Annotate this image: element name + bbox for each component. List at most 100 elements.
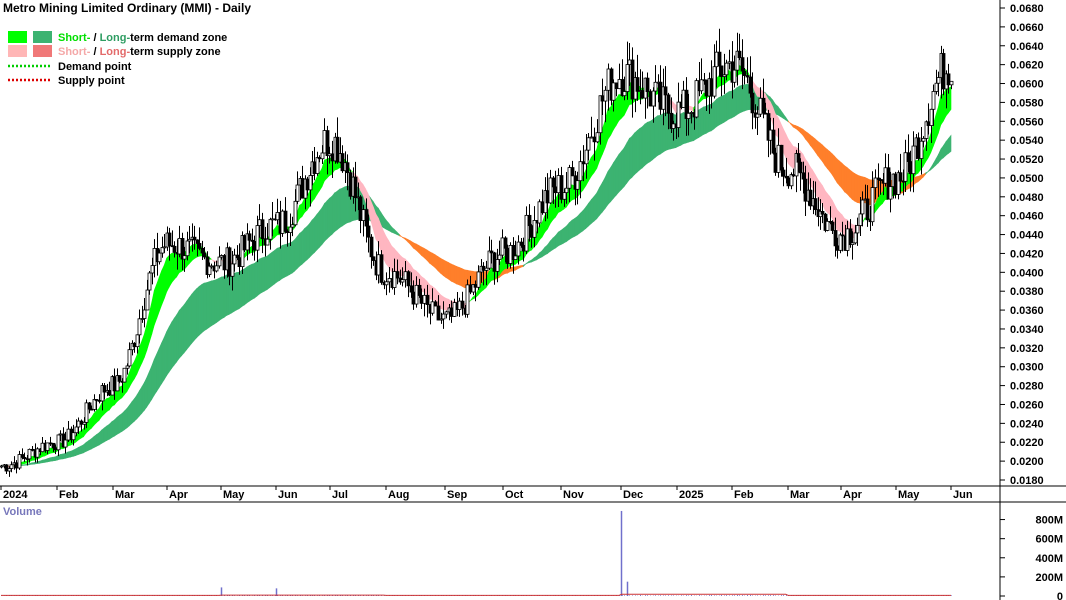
candle-body xyxy=(761,97,766,114)
candle-body xyxy=(145,289,150,311)
long-term-zone-supply-segment xyxy=(915,176,919,184)
candle-body xyxy=(653,81,658,92)
short-term-zone-supply-segment xyxy=(440,294,444,311)
candle-body xyxy=(247,233,252,241)
candle-body xyxy=(497,254,502,260)
long-term-zone-supply-segment xyxy=(834,155,838,184)
candle-body xyxy=(694,80,699,118)
long-term-zone-demand-segment xyxy=(168,321,172,373)
candle-body xyxy=(112,376,117,392)
candle-body xyxy=(791,174,796,177)
date-tick-label: Oct xyxy=(505,489,524,501)
long-term-zone-supply-segment xyxy=(841,162,845,193)
candle-body xyxy=(699,79,704,92)
price-tick-label: 0.0400 xyxy=(1010,267,1044,279)
short-term-zone-supply-segment xyxy=(827,192,831,216)
candle-body xyxy=(63,439,68,448)
candle-body xyxy=(916,137,921,159)
candle-body xyxy=(625,64,630,92)
legend-term-short-supply: Short- xyxy=(58,46,91,58)
candle-body xyxy=(622,91,627,97)
long-term-zone-supply-segment xyxy=(461,268,465,289)
long-term-zone-demand-segment xyxy=(610,161,614,203)
candle-body xyxy=(414,284,419,305)
price-tick-label: 0.0320 xyxy=(1010,343,1044,355)
long-term-zone-demand-segment xyxy=(238,269,243,310)
candle-body xyxy=(551,177,556,188)
legend: Short- / Long-term demand zone Short- / … xyxy=(8,31,227,87)
long-term-zone-demand-segment xyxy=(301,227,305,265)
long-term-zone-demand-segment xyxy=(54,455,59,462)
long-term-zone-demand-segment xyxy=(148,365,153,405)
price-tick-label: 0.0620 xyxy=(1010,60,1044,72)
candle-body xyxy=(742,70,747,76)
long-term-zone-demand-segment xyxy=(563,225,567,244)
candle-body xyxy=(197,243,202,249)
candle-body xyxy=(709,78,714,97)
date-tick-label: Mar xyxy=(790,489,810,501)
long-term-zone-demand-segment xyxy=(665,112,669,152)
volume-average-line xyxy=(1,593,951,596)
long-term-zone-demand-segment xyxy=(211,279,215,327)
date-tick-label: Mar xyxy=(115,489,135,501)
candle-body xyxy=(516,241,521,257)
long-term-zone-demand-segment xyxy=(289,241,293,276)
long-term-zone-supply-segment xyxy=(846,166,850,198)
candle-body xyxy=(58,433,63,436)
candle-body xyxy=(403,271,408,281)
long-term-zone-demand-segment xyxy=(948,134,952,154)
candle-body xyxy=(305,178,310,191)
short-term-zone-supply-segment xyxy=(385,235,390,269)
short-term-zone-demand-segment xyxy=(621,93,625,119)
candle-body xyxy=(84,402,89,423)
long-term-zone-demand-segment xyxy=(304,225,308,263)
candle-body xyxy=(584,149,589,165)
candle-body xyxy=(589,136,594,139)
legend-item-demand-point: Demand point xyxy=(8,61,132,73)
candle-body xyxy=(567,167,572,189)
long-term-zone-demand-segment xyxy=(566,222,570,243)
candle-body xyxy=(848,228,853,245)
candle-body xyxy=(570,167,575,177)
candle-body xyxy=(941,53,946,90)
long-term-zone-demand-segment xyxy=(626,137,630,184)
short-term-zone-demand-segment xyxy=(324,158,328,182)
long-term-zone-demand-segment xyxy=(629,135,633,181)
long-term-zone-demand-segment xyxy=(213,279,217,325)
legend-swatch-short-supply xyxy=(8,45,27,57)
candle-body xyxy=(406,271,411,287)
candle-body xyxy=(384,281,389,286)
candle-body xyxy=(789,174,794,187)
long-term-zone-supply-segment xyxy=(829,150,833,176)
candle-body xyxy=(763,112,768,115)
short-term-zone-demand-segment xyxy=(103,397,108,415)
price-tick-label: 0.0600 xyxy=(1010,79,1044,91)
candle-body xyxy=(315,157,320,174)
long-term-zone-demand-segment xyxy=(647,121,651,164)
long-term-zone-demand-segment xyxy=(698,107,702,139)
long-term-zone-supply-segment xyxy=(442,259,447,279)
candle-body xyxy=(686,112,691,119)
long-term-zone-demand-segment xyxy=(344,185,348,225)
long-term-zone-demand-segment xyxy=(141,381,145,415)
candle-body xyxy=(422,294,427,304)
candle-body xyxy=(364,209,369,227)
short-term-zone-demand-segment xyxy=(316,171,320,196)
date-tick-label: Apr xyxy=(169,489,189,501)
candle-body xyxy=(732,69,737,83)
candle-body xyxy=(207,265,212,275)
long-term-zone-demand-segment xyxy=(161,337,165,385)
candle-body xyxy=(187,238,192,242)
long-term-zone-demand-segment xyxy=(296,232,300,270)
candle-body xyxy=(22,457,27,459)
candle-body xyxy=(71,432,76,441)
price-tick-label: 0.0360 xyxy=(1010,305,1044,317)
long-term-zone-demand-segment xyxy=(31,462,35,465)
candle-body xyxy=(172,245,177,253)
short-term-zone-demand-segment xyxy=(158,270,163,312)
long-term-zone-demand-segment xyxy=(119,412,123,434)
long-term-zone-demand-segment xyxy=(306,222,310,261)
legend-item-demand-zone: Short- / Long-term demand zone xyxy=(8,31,227,44)
candle-body xyxy=(9,464,14,469)
